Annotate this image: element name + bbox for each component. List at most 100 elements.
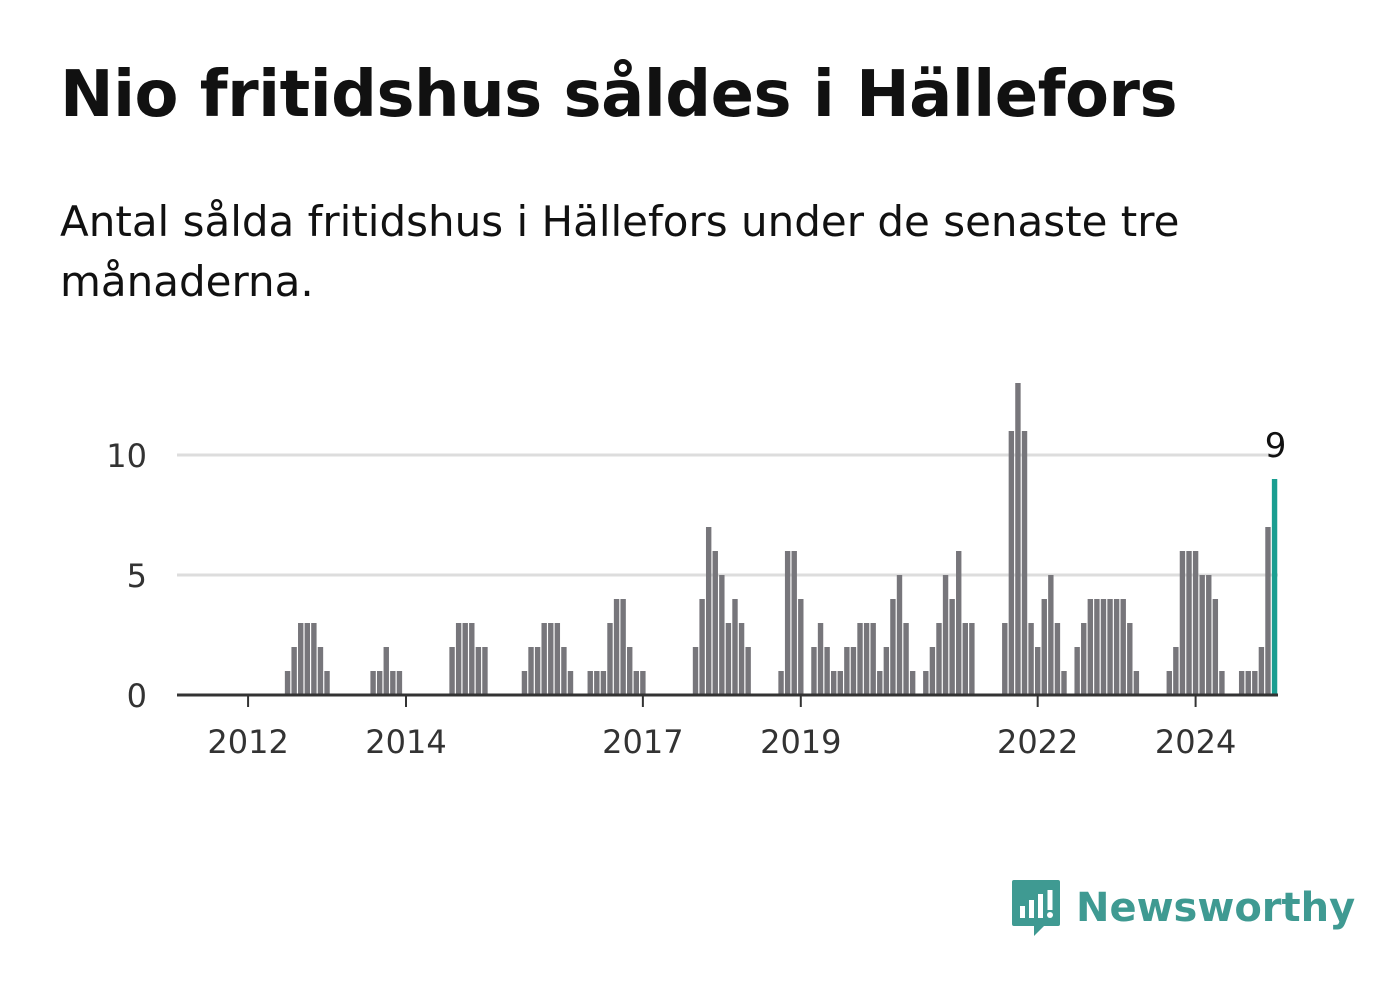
bar <box>1041 599 1047 695</box>
chart-subtitle: Antal sålda fritidshus i Hällefors under… <box>60 197 1180 306</box>
bar <box>376 671 383 695</box>
bar <box>600 671 607 695</box>
axes <box>177 693 1278 707</box>
bar <box>1100 599 1107 695</box>
bar <box>909 671 916 695</box>
bar <box>1021 431 1028 695</box>
bar <box>962 623 968 695</box>
bar <box>390 671 396 695</box>
bar <box>541 623 547 695</box>
x-tick-label: 2022 <box>997 723 1078 761</box>
bar <box>1219 671 1225 695</box>
bar <box>548 623 554 695</box>
bar <box>640 671 646 695</box>
x-tick-label: 2024 <box>1155 723 1236 761</box>
bar <box>304 623 310 695</box>
bar <box>857 623 863 695</box>
bar <box>1107 599 1113 695</box>
bar <box>554 623 561 695</box>
bar <box>903 623 909 695</box>
bar <box>1186 551 1192 695</box>
bar <box>1179 551 1186 695</box>
bar <box>844 647 850 695</box>
newsworthy-logo-icon <box>1012 880 1060 936</box>
bar <box>370 671 376 695</box>
bar <box>594 671 600 695</box>
bar <box>791 551 797 695</box>
bar <box>1008 431 1015 695</box>
bar <box>725 623 732 695</box>
bar <box>738 623 745 695</box>
bar <box>798 599 804 695</box>
chart-title: Nio fritidshus såldes i Hällefors <box>60 58 1178 132</box>
bar <box>449 647 455 695</box>
x-tick-label: 2014 <box>365 723 446 761</box>
bar <box>587 671 593 695</box>
bar <box>831 671 837 695</box>
bar <box>455 623 462 695</box>
bar <box>1192 551 1199 695</box>
bar <box>732 599 738 695</box>
bar <box>1087 599 1094 695</box>
bar <box>1166 671 1172 695</box>
bar <box>824 647 830 695</box>
bar <box>311 623 317 695</box>
bar <box>528 647 534 695</box>
bar <box>396 671 403 695</box>
bar <box>1173 647 1179 695</box>
bar <box>567 671 574 695</box>
y-tick-label: 5 <box>127 557 147 595</box>
bar <box>923 671 929 695</box>
bar <box>896 575 903 695</box>
x-tick-label: 2017 <box>602 723 683 761</box>
bar <box>627 647 633 695</box>
bar <box>613 599 620 695</box>
bars <box>284 383 1278 695</box>
bar <box>1120 599 1126 695</box>
bar <box>1094 599 1100 695</box>
bar <box>317 647 324 695</box>
bar <box>883 647 890 695</box>
bar <box>1206 575 1212 695</box>
bar <box>784 551 791 695</box>
bar <box>534 647 541 695</box>
bar <box>620 599 626 695</box>
bar <box>475 647 482 695</box>
bar <box>745 647 751 695</box>
bar <box>1054 623 1061 695</box>
highlighted-bar <box>1271 479 1278 695</box>
y-tick-label: 0 <box>127 677 147 715</box>
brand-logo: Newsworthy <box>1010 878 1355 938</box>
bar <box>705 527 712 695</box>
bar <box>877 671 883 695</box>
bar <box>1034 647 1041 695</box>
grid-lines <box>177 453 1278 577</box>
bar <box>1002 623 1008 695</box>
bar <box>1081 623 1087 695</box>
bar <box>284 671 291 695</box>
bar <box>817 623 824 695</box>
data-label: 9 <box>1265 426 1287 466</box>
bar <box>1061 671 1067 695</box>
bar <box>699 599 705 695</box>
bar <box>1113 599 1120 695</box>
bar <box>1048 575 1054 695</box>
bar <box>1199 575 1205 695</box>
bar <box>969 623 975 695</box>
bar <box>561 647 567 695</box>
x-tick-label: 2012 <box>207 723 288 761</box>
bar <box>462 623 468 695</box>
bar <box>1028 623 1034 695</box>
bar <box>324 671 330 695</box>
bar <box>929 647 936 695</box>
bar <box>778 671 784 695</box>
bar <box>1015 383 1021 695</box>
bar <box>1252 671 1258 695</box>
bar <box>863 623 870 695</box>
bar <box>521 671 528 695</box>
bar <box>1212 599 1219 695</box>
bar <box>469 623 475 695</box>
bar <box>291 647 297 695</box>
bar <box>298 623 304 695</box>
bar <box>1245 671 1251 695</box>
